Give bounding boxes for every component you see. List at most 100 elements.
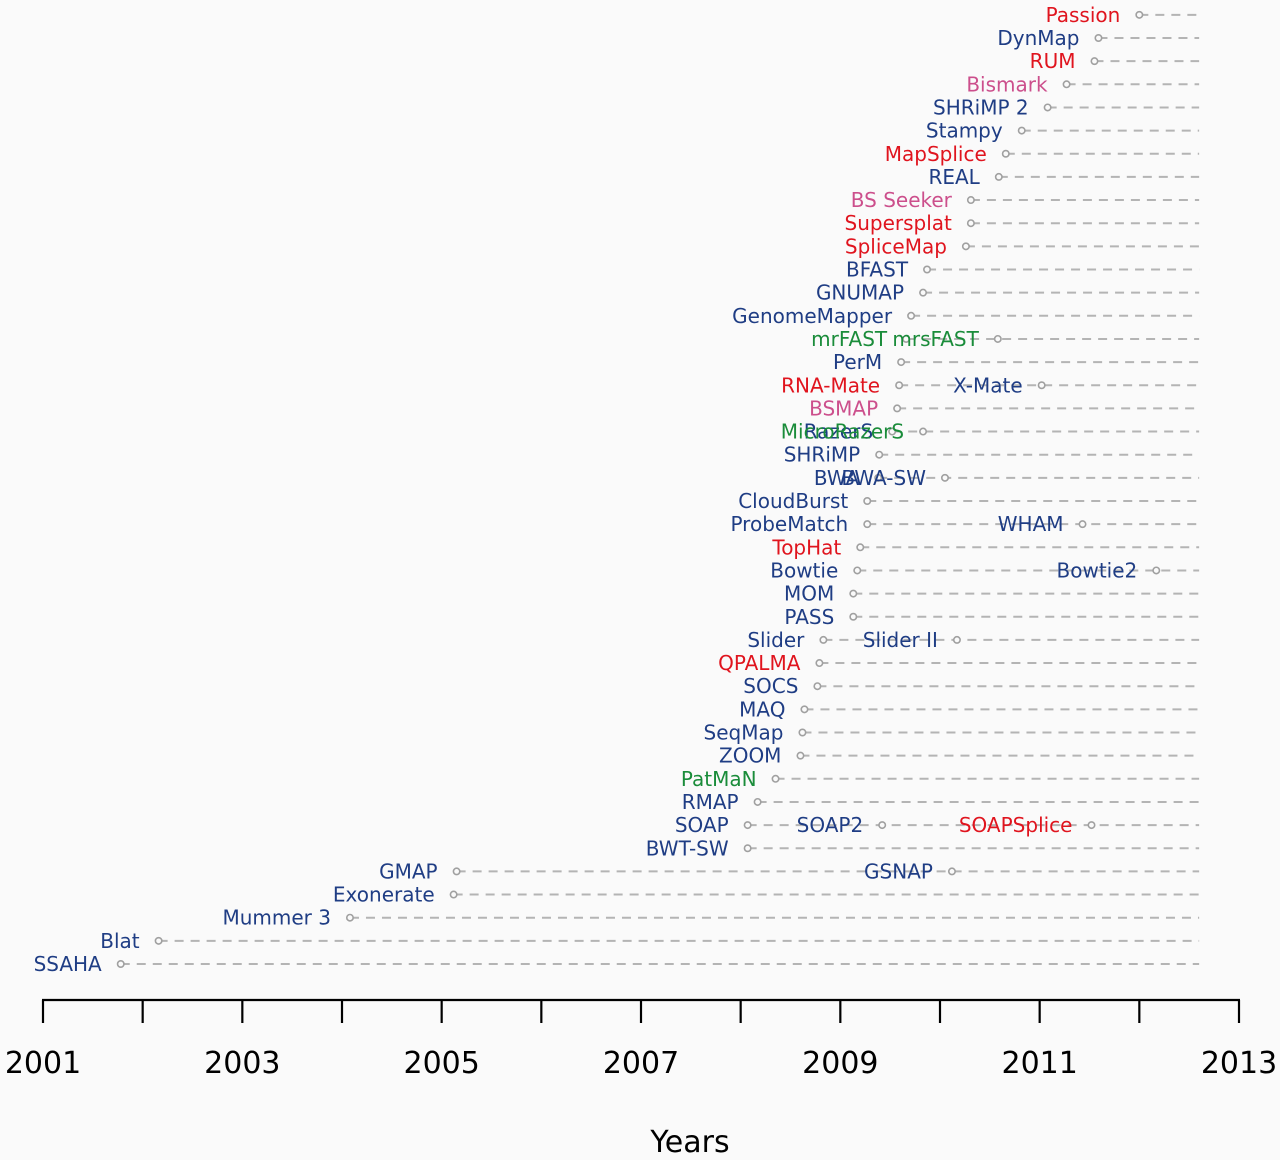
tool-row-bwt-sw: BWT-SW — [646, 836, 1200, 860]
tool-label-patman: PatMaN — [681, 767, 757, 791]
tool-row-soap: SOAP SOAP2 SOAPSplice — [675, 813, 1200, 837]
tool-row-patman: PatMaN — [681, 767, 1200, 791]
release-point-rna-mate — [895, 381, 904, 390]
tool-row-cloudburst: CloudBurst — [738, 489, 1200, 513]
tool-label-wham: WHAM — [998, 512, 1064, 536]
tool-label-stampy: Stampy — [926, 119, 1003, 143]
tool-label-supersplat: Supersplat — [845, 211, 953, 235]
tool-label-bismark: Bismark — [966, 72, 1048, 96]
release-point-razers — [888, 427, 897, 436]
release-point-rum — [1090, 57, 1099, 66]
tool-row-exonerate: Exonerate — [333, 883, 1200, 907]
tool-row-dynmap: DynMap — [997, 26, 1200, 50]
release-point-cloudburst — [863, 496, 872, 505]
tool-row-splicemap: SpliceMap — [845, 234, 1200, 258]
tool-label-socs: SOCS — [743, 674, 798, 698]
release-point-gsnap — [947, 867, 956, 876]
x-tick-label-2007: 2007 — [603, 1046, 679, 1081]
tool-label-microrazers: MicroRazerS — [781, 420, 904, 444]
release-point-mummer-3 — [345, 913, 354, 922]
tool-label-slider-ii: Slider II — [863, 628, 938, 652]
release-point-soap2 — [878, 821, 887, 830]
tool-label-bfast: BFAST — [846, 258, 909, 282]
release-point-slider-ii — [952, 635, 961, 644]
tool-row-socs: SOCS — [743, 674, 1200, 698]
tool-label-genomemapper: GenomeMapper — [732, 304, 893, 328]
release-point-perm — [897, 358, 906, 367]
release-point-shrimp — [875, 450, 884, 459]
tool-row-zoom: ZOOM — [719, 744, 1200, 768]
release-point-zoom — [796, 751, 805, 760]
release-point-ssaha — [116, 959, 125, 968]
tool-label-x-mate: X-Mate — [953, 373, 1023, 397]
tool-row-blat: Blat — [100, 929, 1200, 953]
tool-row-stampy: Stampy — [926, 119, 1200, 143]
tool-label-pass: PASS — [784, 605, 834, 629]
tool-label-splicemap: SpliceMap — [845, 234, 947, 258]
release-point-supersplat — [966, 219, 975, 228]
release-point-mrsfast — [993, 334, 1002, 343]
tool-row-bs-seeker: BS Seeker — [851, 188, 1200, 212]
tool-label-shrimp-2: SHRiMP 2 — [933, 95, 1029, 119]
x-axis-ticks — [41, 1000, 1241, 1023]
tool-label-rmap: RMAP — [682, 790, 739, 814]
release-point-gmap — [452, 867, 461, 876]
tool-label-perm: PerM — [833, 350, 882, 374]
release-point-bs-seeker — [966, 196, 975, 205]
tool-row-supersplat: Supersplat — [845, 211, 1200, 235]
tool-row-rmap: RMAP — [682, 790, 1200, 814]
release-point-passion — [1135, 10, 1144, 19]
tool-row-maq: MAQ — [739, 697, 1200, 721]
tool-label-ssaha: SSAHA — [34, 952, 102, 976]
x-tick-label-2011: 2011 — [1001, 1046, 1077, 1081]
x-tick-label-2013: 2013 — [1201, 1046, 1277, 1081]
tool-label-mummer-3: Mummer 3 — [222, 906, 331, 930]
tool-row-pass: PASS — [784, 605, 1200, 629]
tool-label-soapsplice: SOAPSplice — [959, 813, 1073, 837]
release-point-maq — [800, 705, 809, 714]
tool-label-rna-mate: RNA-Mate — [781, 373, 880, 397]
tool-row-mapsplice: MapSplice — [885, 142, 1200, 166]
release-point-splicemap — [961, 242, 970, 251]
tool-row-bismark: Bismark — [966, 72, 1200, 96]
tool-row-seqmap: SeqMap — [704, 721, 1200, 745]
release-point-qpalma — [815, 659, 824, 668]
tool-label-soap2: SOAP2 — [797, 813, 864, 837]
release-point-exonerate — [449, 890, 458, 899]
tool-row-ssaha: SSAHA — [34, 952, 1200, 976]
tool-row-mrfast: mrFAST mrsFAST — [811, 327, 1200, 351]
release-point-soapsplice — [1087, 821, 1096, 830]
tool-label-qpalma: QPALMA — [718, 651, 801, 675]
x-tick-label-2001: 2001 — [5, 1046, 81, 1081]
tool-label-bwa: BWA — [814, 466, 860, 490]
release-point-microrazers — [919, 427, 928, 436]
tool-row-genomemapper: GenomeMapper — [732, 304, 1200, 328]
tool-label-bsmap: BSMAP — [809, 396, 878, 420]
release-point-slider — [819, 635, 828, 644]
release-point-soap — [743, 821, 752, 830]
release-point-x-mate — [1037, 381, 1046, 390]
release-point-bwa — [874, 473, 883, 482]
tool-row-tophat: TopHat — [771, 535, 1200, 559]
release-point-wham — [1078, 520, 1087, 529]
release-point-bwt-sw — [743, 844, 752, 853]
release-point-bowtie — [853, 566, 862, 575]
tool-label-cloudburst: CloudBurst — [738, 489, 848, 513]
tool-label-gnumap: GNUMAP — [816, 281, 904, 305]
tool-label-mrfast: mrFAST — [811, 327, 888, 351]
x-tick-label-2005: 2005 — [403, 1046, 479, 1081]
tool-label-probematch: ProbeMatch — [730, 512, 848, 536]
tool-row-bfast: BFAST — [846, 258, 1200, 282]
tool-row-passion: Passion — [1046, 3, 1200, 27]
tool-row-bsmap: BSMAP — [809, 396, 1200, 420]
tool-label-tophat: TopHat — [771, 535, 841, 559]
tool-label-bwt-sw: BWT-SW — [646, 836, 729, 860]
tool-label-mapsplice: MapSplice — [885, 142, 987, 166]
tool-label-shrimp: SHRiMP — [784, 443, 861, 467]
release-point-bwa-sw — [940, 473, 949, 482]
tool-label-blat: Blat — [100, 929, 140, 953]
release-point-gnumap — [919, 288, 928, 297]
